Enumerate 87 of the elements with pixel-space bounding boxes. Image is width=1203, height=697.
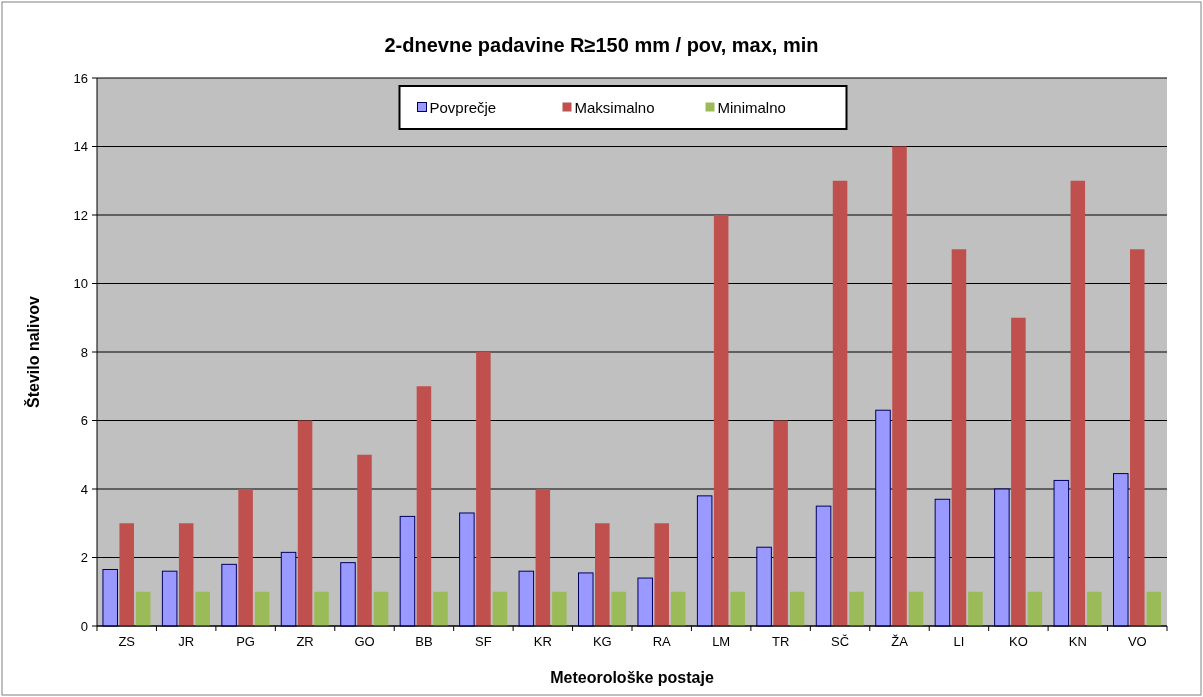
bar (357, 454, 372, 626)
bar (238, 489, 253, 626)
x-tick-label: SČ (831, 634, 850, 649)
bar (1011, 317, 1026, 626)
bar (730, 591, 745, 626)
y-axis-title: Število nalivov (24, 295, 42, 409)
legend-label: Minimalno (717, 98, 786, 116)
bar (670, 591, 686, 626)
bar (416, 386, 432, 626)
bar (340, 562, 356, 627)
x-tick-label: RA (652, 634, 672, 649)
bar (297, 420, 313, 626)
bar (314, 591, 329, 626)
bar (578, 572, 594, 627)
bar (492, 591, 508, 626)
bar (994, 488, 1010, 627)
bar (892, 146, 907, 626)
bar (399, 515, 416, 627)
y-tick-label: 4 (80, 481, 88, 497)
bar (552, 591, 567, 626)
x-tick-label: KG (592, 634, 612, 649)
bar (1087, 591, 1102, 626)
y-tick-label: 14 (73, 139, 88, 155)
bar (951, 249, 967, 626)
x-tick-label: LM (712, 634, 731, 649)
x-tick-label: TR (771, 634, 790, 649)
x-tick-label: VO (1127, 634, 1147, 649)
y-tick-label: 0 (80, 618, 88, 634)
bar (968, 591, 983, 626)
bar (1027, 591, 1043, 626)
bar (518, 570, 535, 627)
bar (119, 523, 134, 626)
bar (1130, 249, 1145, 626)
x-tick-label: KN (1068, 634, 1087, 649)
bar (535, 489, 551, 626)
bar (280, 551, 297, 627)
x-tick-label: KO (1008, 634, 1028, 649)
x-tick-label: ŽA (891, 634, 909, 649)
x-tick-label: ZS (118, 634, 136, 649)
bar (815, 505, 832, 627)
bar (934, 498, 951, 627)
bar (178, 523, 194, 626)
bar (102, 568, 118, 627)
bar (773, 420, 788, 626)
y-tick-label: 2 (80, 550, 88, 566)
y-tick-label: 6 (80, 413, 88, 429)
x-tick-label: LI (953, 634, 965, 649)
bar (756, 546, 772, 627)
bar (1053, 479, 1070, 627)
bar (654, 523, 669, 626)
bar (832, 180, 848, 626)
bar (433, 591, 448, 626)
bar (373, 591, 389, 626)
bar (696, 495, 713, 627)
x-tick-label: SF (475, 634, 492, 649)
x-tick-label: BB (415, 634, 433, 649)
x-axis-title: Meteorološke postaje (550, 669, 714, 686)
bar (875, 409, 891, 627)
legend-label: Povprečje (429, 98, 497, 116)
y-tick-label: 8 (80, 344, 88, 360)
x-tick-label: PG (236, 634, 256, 649)
bar (221, 563, 237, 627)
bar (637, 577, 653, 627)
bar (595, 523, 610, 626)
bar (459, 512, 475, 627)
x-tick-label: GO (354, 634, 375, 649)
bar (161, 570, 178, 627)
x-tick-label: JR (178, 634, 195, 649)
bar (908, 591, 924, 626)
x-tick-label: ZR (296, 634, 314, 649)
bar (849, 591, 864, 626)
legend-label: Maksimalno (574, 98, 655, 116)
bar (1146, 591, 1162, 626)
y-tick-label: 12 (73, 207, 88, 223)
bar (1070, 180, 1086, 626)
bar (254, 591, 270, 626)
x-tick-label: KR (533, 634, 552, 649)
bar (1113, 473, 1129, 627)
bar (195, 591, 210, 626)
bar (611, 591, 627, 626)
bar (476, 352, 491, 626)
y-tick-label: 16 (73, 70, 88, 86)
chart-title: 2-dnevne padavine R≥150 mm / pov, max, min (384, 34, 819, 56)
y-tick-label: 10 (73, 276, 88, 292)
bar (713, 215, 729, 626)
bar (789, 591, 805, 626)
bar (135, 591, 151, 626)
